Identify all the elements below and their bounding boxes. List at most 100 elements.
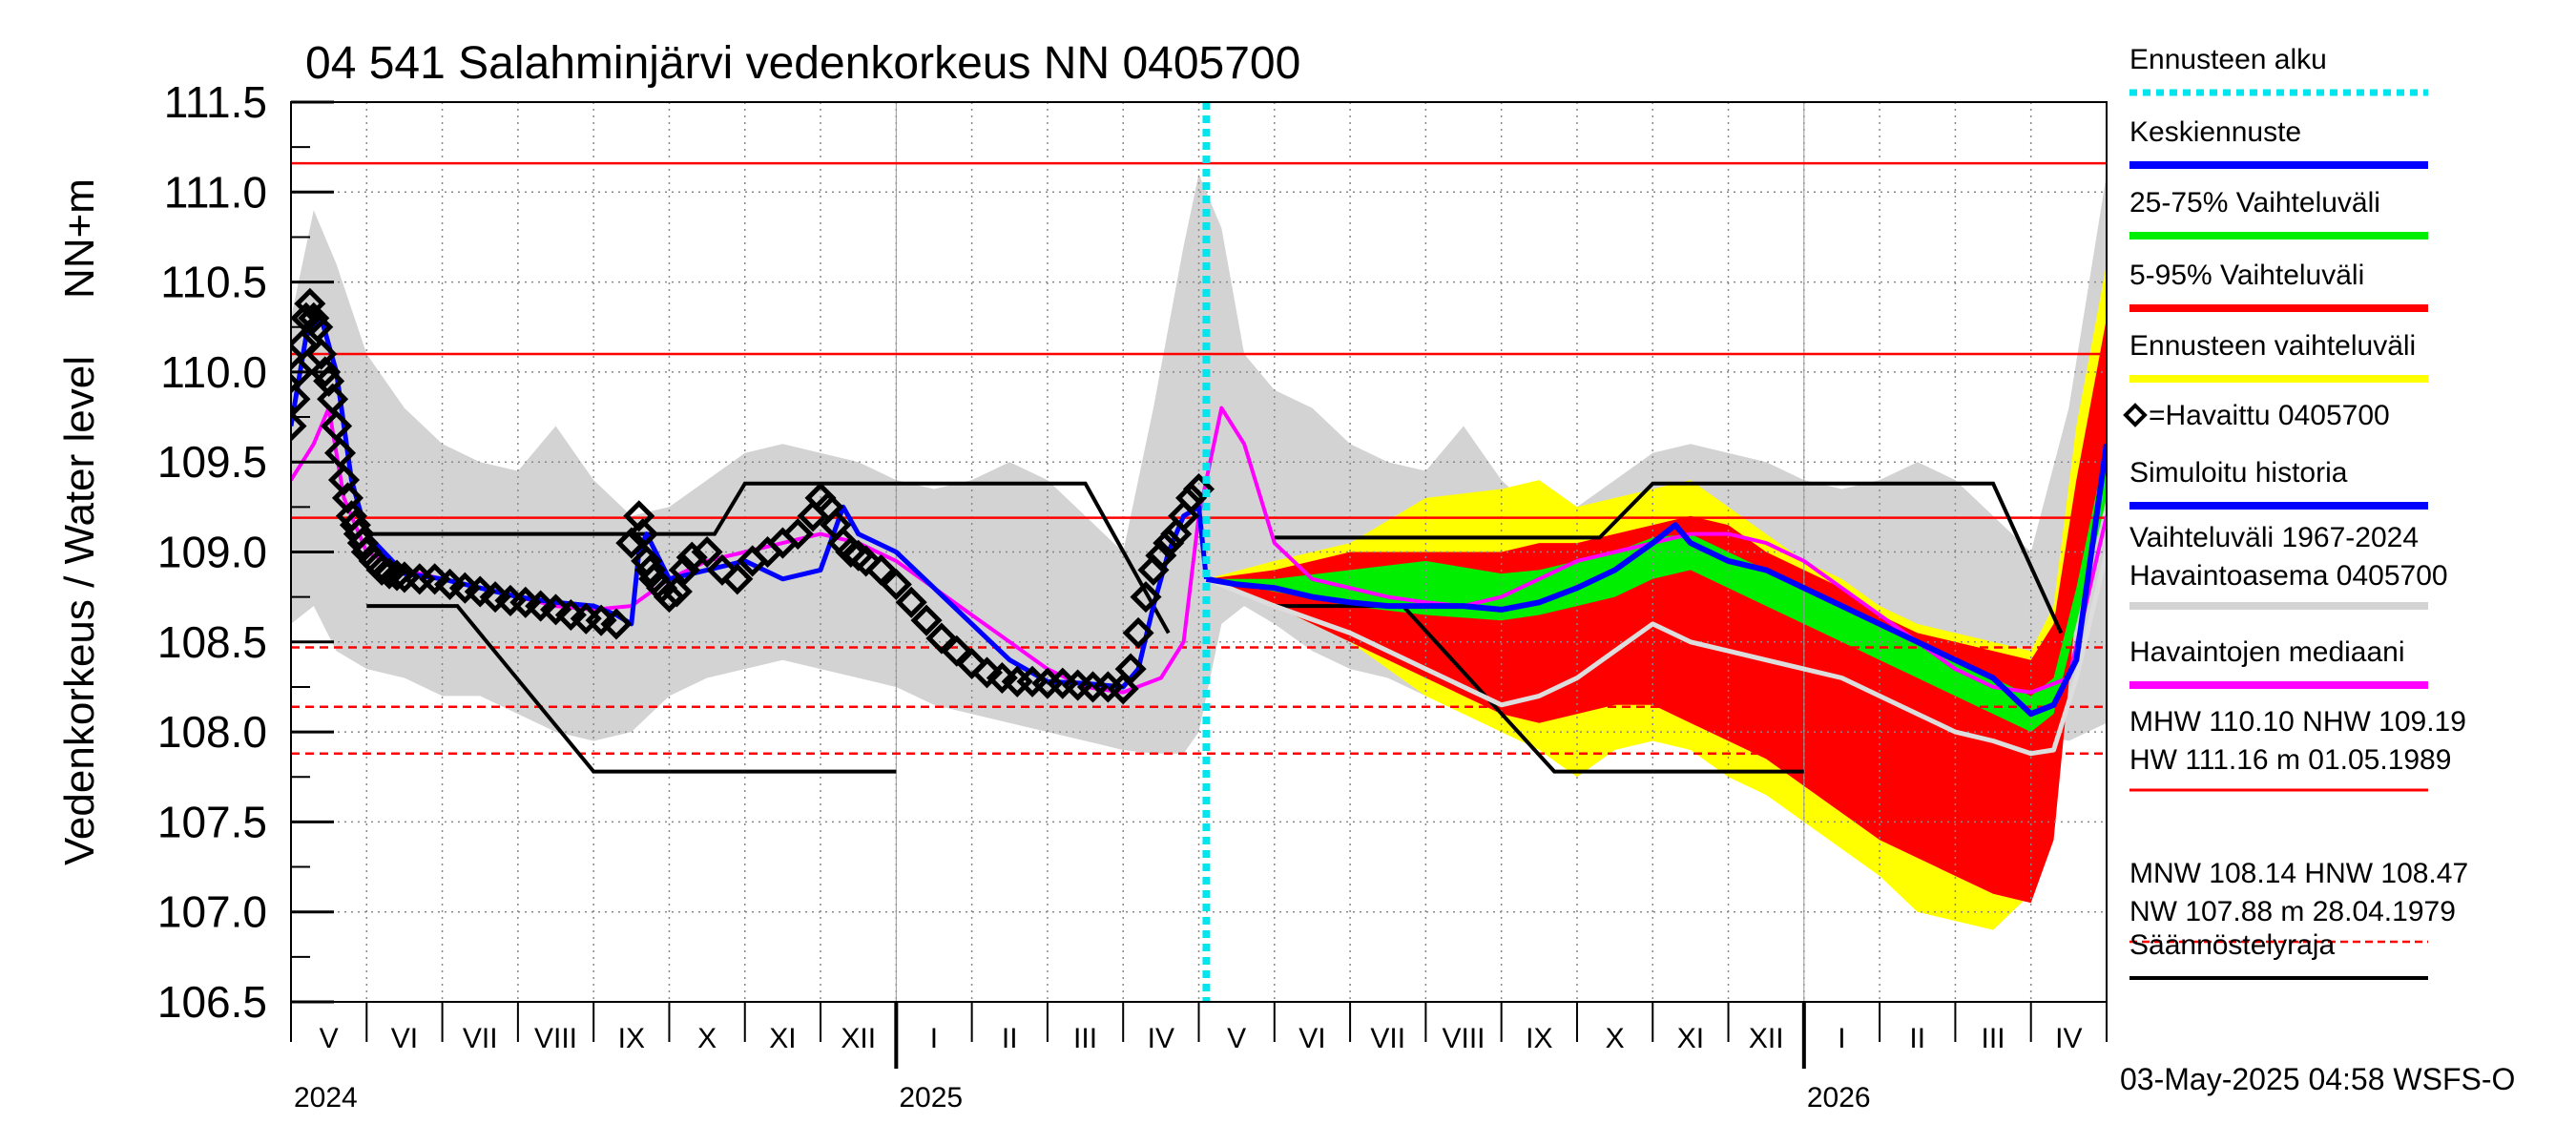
observed-point [291, 383, 311, 415]
observed-point [1122, 616, 1154, 649]
legend-label: =Havaittu 0405700 [2149, 400, 2390, 431]
y-tick-label: 107.5 [157, 797, 267, 846]
legend-marker [2123, 403, 2148, 427]
observed-point [291, 356, 315, 388]
observed-point [1130, 581, 1162, 614]
observed-point [970, 656, 1004, 689]
x-month-label: XII [841, 1023, 876, 1054]
observed-point [1175, 482, 1208, 514]
y-tick-label: 108.0 [157, 707, 267, 757]
observed-point [1107, 673, 1139, 705]
x-month-label: V [1227, 1023, 1246, 1054]
observed-point [706, 553, 738, 586]
observed-point [895, 586, 927, 618]
legend-label: Simuloitu historia [2129, 457, 2348, 489]
x-month-label: XI [769, 1023, 796, 1054]
y-tick-label: 109.0 [157, 528, 267, 577]
plot-content [291, 102, 2107, 1002]
observed-point [346, 527, 379, 559]
x-month-label: IV [2055, 1023, 2082, 1054]
y-tick-label: 110.5 [160, 258, 267, 307]
x-year-label: 2025 [899, 1082, 963, 1114]
observed-point [1114, 653, 1147, 685]
x-month-label: IX [1526, 1023, 1552, 1054]
x-month-label: V [320, 1023, 339, 1054]
x-month-label: II [1909, 1023, 1925, 1054]
y-tick-label: 111.0 [164, 167, 267, 217]
observed-point [691, 535, 723, 569]
regulation-limit-line [366, 604, 897, 774]
legend-label: Ennusteen vaihteluväli [2129, 330, 2416, 362]
observed-point [298, 302, 330, 334]
observed-point [675, 541, 708, 573]
legend-label: Säännöstelyraja [2129, 929, 2335, 961]
legend-label: 5-95% Vaihteluväli [2129, 260, 2364, 291]
observed-point [291, 329, 319, 362]
y-tick-label: 106.5 [157, 977, 267, 1027]
observed-point [880, 568, 912, 600]
series-line [291, 406, 2107, 695]
y-tick-label: 111.5 [164, 77, 267, 127]
legend-label: 25-75% Vaihteluväli [2129, 187, 2380, 219]
x-month-label: VIII [534, 1023, 577, 1054]
observed-point [291, 409, 307, 443]
y-tick-label: 108.5 [157, 617, 267, 667]
x-month-label: IV [1148, 1023, 1174, 1054]
legend-label: MHW 110.10 NHW 109.19 [2129, 706, 2466, 738]
x-month-label: VII [463, 1023, 498, 1054]
chart-title: 04 541 Salahminjärvi vedenkorkeus NN 040… [305, 38, 1300, 89]
footer-timestamp: 03-May-2025 04:58 WSFS-O [2120, 1062, 2515, 1096]
observed-point [539, 593, 572, 626]
x-month-label: VI [1298, 1023, 1325, 1054]
observed-point [301, 311, 334, 344]
observed-point [910, 604, 943, 636]
regulation-limit-line [1274, 481, 2064, 635]
x-month-label: IX [618, 1023, 645, 1054]
x-year-label: 2026 [1807, 1082, 1871, 1114]
x-month-label: VII [1370, 1023, 1405, 1054]
x-month-label: X [697, 1023, 717, 1054]
plot-area: 111.5 111.0 110.5 110.0 109.5 109.0 108.5 108.0… [157, 77, 2108, 1114]
x-month-label: II [1002, 1023, 1018, 1054]
series-band [1206, 444, 2107, 733]
observed-point [381, 559, 413, 592]
legend-label-2: HW 111.16 m 01.05.1989 [2129, 744, 2451, 776]
observed-point [309, 356, 342, 388]
legend-label: MNW 108.14 HNW 108.47 [2129, 858, 2468, 889]
observed-point [627, 518, 659, 551]
x-year-label: 2024 [294, 1082, 358, 1114]
observed-point [850, 545, 883, 577]
observed-point [864, 553, 898, 586]
observed-point [653, 581, 685, 614]
x-month-label: VIII [1443, 1023, 1485, 1054]
observed-point [781, 518, 814, 551]
observed-point [324, 437, 357, 469]
regulation-limit-line [1274, 604, 1804, 774]
y-axis-label: Vedenkorkeus / Water level [56, 356, 103, 865]
y-tick-label: 109.5 [157, 437, 267, 487]
observed-point [321, 409, 353, 443]
observed-point [317, 383, 349, 415]
series-line [1205, 443, 2107, 718]
series-band [1206, 318, 2107, 904]
x-month-label: III [1073, 1023, 1097, 1054]
observed-point [660, 575, 693, 608]
x-month-label: XII [1749, 1023, 1784, 1054]
x-month-label: XI [1677, 1023, 1704, 1054]
observed-point [419, 563, 451, 595]
y-tick-label: 107.0 [157, 887, 267, 937]
legend: Ennusteen alku Keskiennuste 25-75% Vaihtel… [2123, 44, 2468, 980]
x-month-label: I [1838, 1023, 1845, 1054]
legend-label: Vaihteluväli 1967-2024 [2129, 522, 2419, 553]
x-month-label: III [1982, 1023, 2005, 1054]
legend-label-2: NW 107.88 m 28.04.1979 [2129, 896, 2456, 927]
legend-label-2: Havaintoasema 0405700 [2129, 560, 2448, 592]
observed-point [1182, 472, 1215, 506]
observed-point [365, 553, 398, 586]
observed-point [464, 575, 496, 608]
observed-point [600, 608, 633, 640]
observed-point [294, 287, 326, 320]
regulation-limit-line [366, 481, 1171, 635]
x-month-label: VI [391, 1023, 418, 1054]
observed-point [634, 553, 667, 586]
